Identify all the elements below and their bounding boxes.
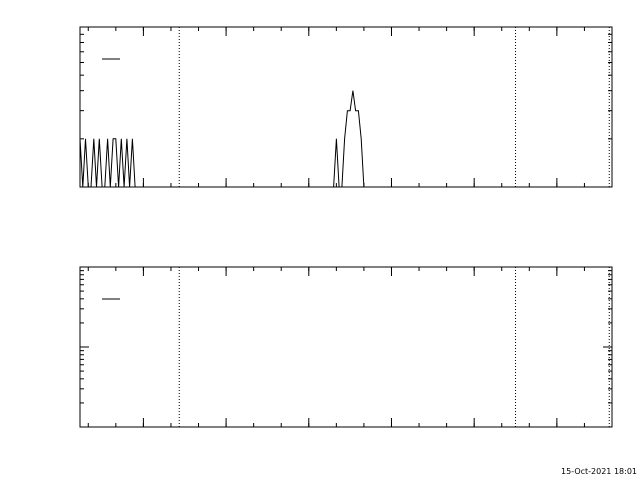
footer-timestamp: 15-Oct-2021 18:01 [561, 467, 637, 476]
chart-2-plot-frame [79, 266, 613, 428]
chart-1-plot-frame [79, 26, 613, 188]
chart-1-series-line-1 [79, 90, 367, 188]
